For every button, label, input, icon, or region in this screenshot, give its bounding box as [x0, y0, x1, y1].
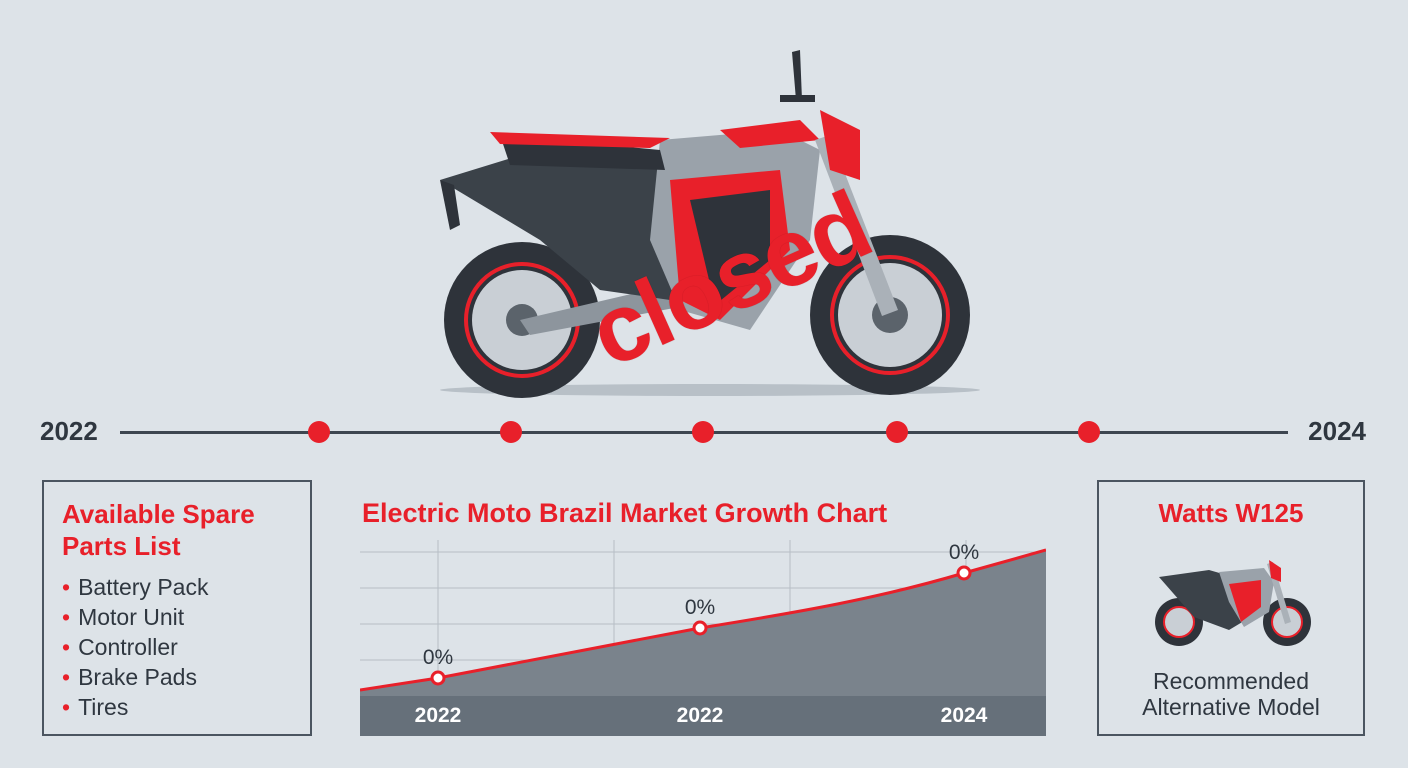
data-point	[956, 565, 972, 581]
timeline-dot[interactable]	[692, 421, 714, 443]
list-item-label: Motor Unit	[78, 604, 185, 630]
alternative-model-caption: Recommended Alternative Model	[1099, 668, 1363, 720]
spare-parts-list: • Battery Pack • Motor Unit • Controller • B…	[62, 572, 208, 722]
spare-parts-panel: Available Spare Parts List • Battery Pack…	[42, 480, 312, 736]
timeline-dot[interactable]	[1078, 421, 1100, 443]
list-item-label: Brake Pads	[78, 664, 197, 690]
x-tick-label: 2022	[415, 704, 462, 727]
chart-marks: 0% 2022 0% 2022 0% 2024	[415, 541, 988, 727]
growth-chart: 0% 2022 0% 2022 0% 2024	[360, 540, 1046, 736]
caption-line: Alternative Model	[1142, 694, 1320, 720]
bullet-icon: •	[62, 694, 71, 720]
list-item: • Tires	[62, 692, 208, 722]
list-item-label: Battery Pack	[78, 574, 209, 600]
list-item-label: Controller	[78, 634, 178, 660]
alternative-model-title: Watts W125	[1158, 498, 1304, 528]
list-item: • Controller	[62, 632, 208, 662]
motorcycle-illustration	[440, 50, 980, 398]
chart-axis-band	[360, 696, 1046, 736]
x-tick-label: 2024	[941, 704, 988, 727]
bullet-icon: •	[62, 634, 71, 660]
list-item: • Brake Pads	[62, 662, 208, 692]
chart-series-line	[360, 548, 1046, 692]
motorcycle-thumbnail	[1155, 560, 1311, 646]
data-label: 0%	[949, 541, 979, 564]
bullet-icon: •	[62, 664, 71, 690]
chart-title: Electric Moto Brazil Market Growth Chart	[362, 498, 888, 528]
bullet-icon: •	[62, 574, 71, 600]
timeline-dot[interactable]	[308, 421, 330, 443]
list-item-label: Tires	[78, 694, 129, 720]
data-point	[692, 620, 708, 636]
timeline-end-year: 2024	[1308, 416, 1366, 446]
x-tick-label: 2022	[677, 704, 724, 727]
timeline: 2022 2024	[0, 410, 1408, 454]
list-item: • Battery Pack	[62, 572, 208, 602]
data-label: 0%	[423, 646, 453, 669]
bullet-icon: •	[62, 604, 71, 630]
data-point	[430, 670, 446, 686]
list-item: • Motor Unit	[62, 602, 208, 632]
alternative-model-panel: Watts W125 Recommended Alternative Model	[1097, 480, 1365, 736]
data-label: 0%	[685, 596, 715, 619]
timeline-dot[interactable]	[500, 421, 522, 443]
timeline-dot[interactable]	[886, 421, 908, 443]
spare-parts-title: Available Spare Parts List	[62, 499, 255, 561]
timeline-start-year: 2022	[40, 416, 98, 446]
caption-line: Recommended	[1153, 668, 1309, 694]
